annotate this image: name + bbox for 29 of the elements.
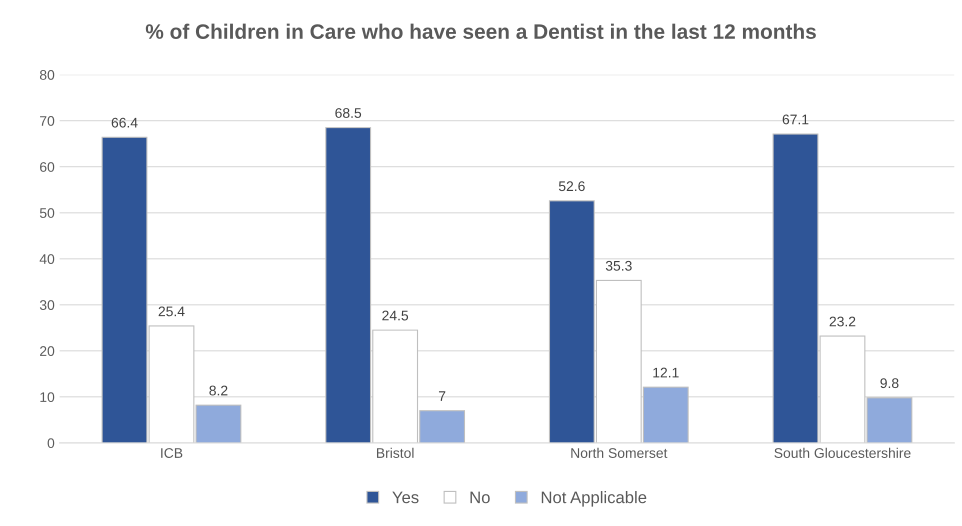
legend-label: Not Applicable [542,491,646,507]
data-label: 67.1 [782,114,808,124]
data-label: 24.5 [382,310,408,320]
data-label: 12.1 [653,368,679,378]
y-tick-label: 50 [40,208,54,218]
x-tick-label: South Gloucestershire [774,448,911,458]
x-tick-label: ICB [161,448,182,458]
data-label: 35.3 [606,260,632,271]
y-tick-label: 20 [40,346,54,356]
chart-title: % of Children in Care who have seen a Dentist in the last 12 months [146,24,816,39]
legend-label: Yes [392,492,419,504]
y-tick-label: 30 [40,300,54,310]
data-label: 23.2 [830,316,856,326]
data-label: 25.4 [158,306,185,316]
data-label: 7 [438,391,446,401]
y-tick-label: 80 [40,70,54,80]
data-label: 9.8 [880,378,898,388]
legend-label: No [470,492,490,504]
data-label: 66.4 [112,118,138,128]
x-tick-label: North Somerset [571,448,668,458]
y-tick-label: 10 [40,392,54,402]
x-tick-label: Bristol [376,448,414,458]
y-tick-label: 40 [40,254,54,264]
y-tick-label: 70 [40,116,54,126]
data-label: 68.5 [335,108,362,118]
data-label: 8.2 [209,386,228,396]
data-label: 52.6 [558,181,585,192]
y-tick-label: 0 [48,438,54,448]
y-tick-label: 60 [40,162,54,172]
